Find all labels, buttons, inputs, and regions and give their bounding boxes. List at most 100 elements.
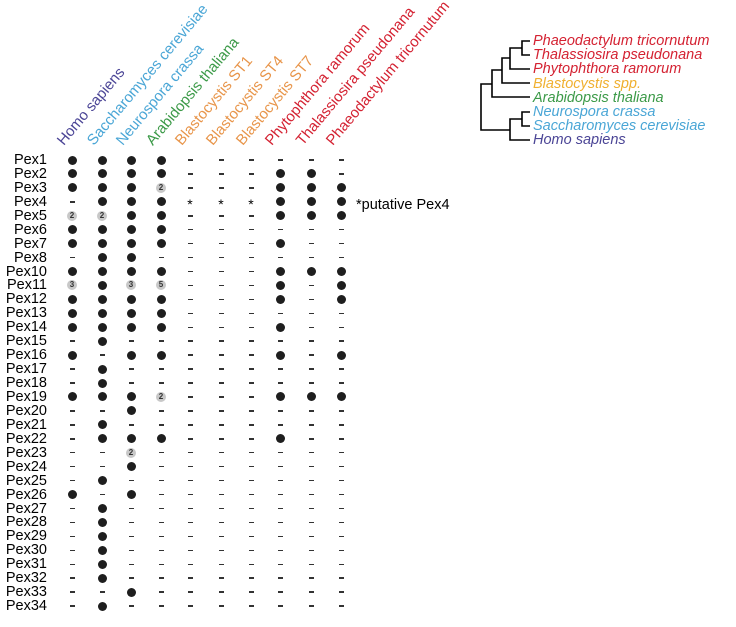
absent-dash-mark: [308, 438, 314, 440]
absent-dash-mark: [248, 354, 254, 356]
absent-dash: [183, 390, 197, 404]
absent-dash-mark: [248, 465, 254, 468]
present-dot: [154, 223, 168, 237]
absent-dash: [334, 529, 348, 543]
tree-leaf: Phytophthora ramorum: [533, 61, 682, 78]
absent-dash-mark: [69, 368, 75, 370]
absent-dash: [154, 251, 168, 265]
absent-dash: [124, 515, 138, 529]
absent-dash-mark: [187, 591, 193, 593]
absent-dash: [183, 515, 197, 529]
absent-dash-mark: [338, 521, 344, 524]
absent-dash-mark: [158, 577, 164, 579]
putative-star: *: [183, 195, 197, 211]
absent-dash-mark: [248, 493, 254, 496]
absent-dash-mark: [187, 563, 193, 565]
absent-dash: [65, 334, 79, 348]
present-dot-mark: [336, 280, 346, 290]
absent-dash-mark: [338, 424, 344, 426]
present-dot: [65, 488, 79, 502]
paralog-count-mark: 2: [156, 391, 166, 402]
absent-dash-mark: [218, 340, 224, 342]
absent-dash-mark: [338, 228, 344, 231]
absent-dash: [214, 474, 228, 488]
absent-dash: [304, 362, 318, 376]
absent-dash: [214, 306, 228, 320]
absent-dash-mark: [218, 451, 224, 454]
present-dot: [124, 460, 138, 474]
absent-dash-mark: [248, 340, 254, 342]
absent-dash-mark: [158, 424, 164, 426]
paralog-count-mark: 2: [97, 210, 107, 221]
present-dot: [304, 209, 318, 223]
absent-dash: [183, 265, 197, 279]
absent-dash-mark: [128, 382, 134, 384]
putative-star: *: [244, 195, 258, 212]
absent-dash-mark: [187, 187, 193, 189]
absent-dash: [183, 362, 197, 376]
putative-star-mark: *: [248, 195, 254, 212]
row-label: Pex31: [5, 556, 47, 573]
present-dot-mark: [156, 239, 166, 249]
absent-dash: [65, 460, 79, 474]
absent-dash: [124, 599, 138, 613]
present-dot: [65, 306, 79, 320]
present-dot: [154, 432, 168, 446]
absent-dash: [65, 585, 79, 599]
absent-dash: [214, 543, 228, 557]
absent-dash-mark: [99, 354, 105, 356]
absent-dash: [334, 404, 348, 418]
present-dot-mark: [126, 350, 136, 360]
row-label: Pex3: [13, 179, 47, 196]
absent-dash: [244, 557, 258, 571]
absent-dash-mark: [218, 563, 224, 565]
present-dot: [95, 278, 109, 292]
present-dot-mark: [67, 155, 77, 165]
absent-dash: [244, 251, 258, 265]
absent-dash-mark: [248, 591, 254, 593]
present-dot-mark: [156, 225, 166, 235]
absent-dash-mark: [277, 451, 283, 454]
row-label: Pex21: [5, 416, 47, 433]
present-dot: [154, 153, 168, 167]
absent-dash: [214, 223, 228, 237]
absent-dash-mark: [187, 438, 193, 440]
present-dot: [124, 390, 138, 404]
absent-dash-mark: [187, 493, 193, 496]
absent-dash-mark: [338, 577, 344, 579]
absent-dash: [334, 488, 348, 502]
absent-dash-mark: [338, 242, 344, 245]
absent-dash: [334, 320, 348, 334]
absent-dash-mark: [218, 465, 224, 468]
absent-dash-mark: [338, 507, 344, 510]
absent-dash: [214, 181, 228, 195]
absent-dash: [214, 488, 228, 502]
absent-dash-mark: [218, 312, 224, 315]
absent-dash: [273, 599, 287, 613]
present-dot: [95, 223, 109, 237]
present-dot-mark: [275, 211, 285, 221]
present-dot-mark: [126, 322, 136, 332]
present-dot-mark: [97, 155, 107, 165]
absent-dash: [273, 460, 287, 474]
absent-dash-mark: [308, 410, 314, 412]
present-dot-mark: [97, 364, 107, 374]
present-dot: [65, 181, 79, 195]
absent-dash-mark: [308, 521, 314, 524]
absent-dash: [304, 292, 318, 306]
absent-dash: [214, 362, 228, 376]
absent-dash-mark: [158, 465, 164, 468]
absent-dash: [244, 488, 258, 502]
absent-dash-mark: [128, 605, 134, 607]
absent-dash-mark: [277, 312, 283, 315]
present-dot: [304, 167, 318, 181]
absent-dash-mark: [308, 493, 314, 496]
absent-dash-mark: [277, 382, 283, 384]
present-dot-mark: [126, 253, 136, 263]
absent-dash: [334, 167, 348, 181]
present-dot-mark: [67, 267, 77, 277]
absent-dash: [273, 334, 287, 348]
present-dot-mark: [97, 336, 107, 346]
absent-dash: [183, 474, 197, 488]
present-dot-mark: [156, 169, 166, 179]
